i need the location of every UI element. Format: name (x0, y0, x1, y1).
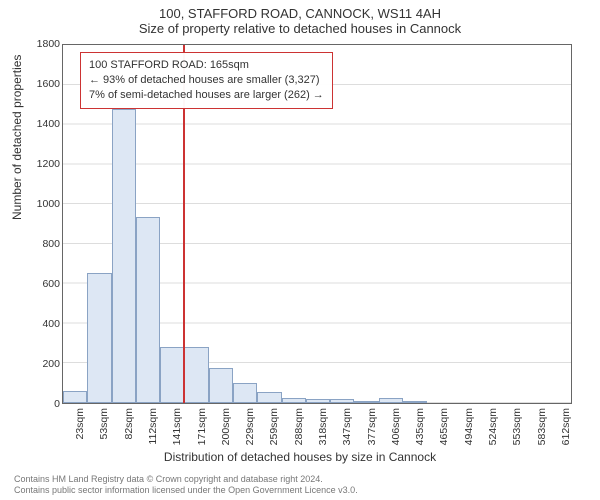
x-tick-label: 229sqm (244, 408, 256, 448)
footer-line-2: Contains public sector information licen… (14, 485, 358, 496)
x-tick-label: 612sqm (560, 408, 572, 448)
x-tick-label: 200sqm (220, 408, 232, 448)
histogram-bar (233, 383, 257, 403)
histogram-bar (354, 401, 378, 403)
x-tick-label: 583sqm (536, 408, 548, 448)
histogram-bar (330, 399, 354, 403)
y-tick-label: 400 (24, 318, 60, 330)
y-tick-label: 800 (24, 238, 60, 250)
x-tick-label: 524sqm (487, 408, 499, 448)
x-tick-label: 23sqm (74, 408, 86, 448)
x-tick-label: 347sqm (341, 408, 353, 448)
x-tick-label: 435sqm (414, 408, 426, 448)
chart-container: 100, STAFFORD ROAD, CANNOCK, WS11 4AH Si… (0, 0, 600, 500)
histogram-bar (112, 109, 136, 403)
histogram-bar (257, 392, 281, 403)
legend-line-1: 100 STAFFORD ROAD: 165sqm (89, 58, 324, 73)
x-tick-label: 171sqm (196, 408, 208, 448)
x-tick-label: 377sqm (366, 408, 378, 448)
x-tick-label: 465sqm (438, 408, 450, 448)
y-axis-label: Number of detached properties (10, 55, 24, 220)
y-tick-label: 200 (24, 358, 60, 370)
legend-line-2: ← 93% of detached houses are smaller (3,… (89, 73, 324, 88)
histogram-bar (209, 368, 233, 403)
chart-title-main: 100, STAFFORD ROAD, CANNOCK, WS11 4AH (0, 0, 600, 21)
x-axis-label: Distribution of detached houses by size … (0, 450, 600, 464)
histogram-bar (282, 398, 306, 403)
x-tick-label: 288sqm (293, 408, 305, 448)
legend-box: 100 STAFFORD ROAD: 165sqm ← 93% of detac… (80, 52, 333, 109)
chart-title-sub: Size of property relative to detached ho… (0, 21, 600, 36)
histogram-bar (184, 347, 208, 403)
histogram-bar (136, 217, 160, 403)
histogram-bar (306, 399, 330, 403)
histogram-bar (403, 401, 427, 403)
footer-attribution: Contains HM Land Registry data © Crown c… (14, 474, 358, 497)
y-tick-label: 0 (24, 398, 60, 410)
y-tick-label: 1400 (24, 118, 60, 130)
histogram-bar (160, 347, 184, 403)
x-tick-label: 82sqm (123, 408, 135, 448)
y-tick-label: 1800 (24, 38, 60, 50)
x-tick-label: 112sqm (147, 408, 159, 448)
y-tick-label: 1200 (24, 158, 60, 170)
x-tick-label: 494sqm (463, 408, 475, 448)
histogram-bar (87, 273, 111, 403)
y-tick-label: 600 (24, 278, 60, 290)
y-tick-label: 1600 (24, 78, 60, 90)
footer-line-1: Contains HM Land Registry data © Crown c… (14, 474, 358, 485)
x-tick-label: 259sqm (268, 408, 280, 448)
x-tick-label: 406sqm (390, 408, 402, 448)
y-tick-label: 1000 (24, 198, 60, 210)
x-tick-label: 141sqm (171, 408, 183, 448)
x-tick-label: 553sqm (511, 408, 523, 448)
histogram-bar (63, 391, 87, 403)
x-tick-label: 53sqm (98, 408, 110, 448)
legend-line-3: 7% of semi-detached houses are larger (2… (89, 88, 324, 103)
x-tick-label: 318sqm (317, 408, 329, 448)
histogram-bar (379, 398, 403, 403)
